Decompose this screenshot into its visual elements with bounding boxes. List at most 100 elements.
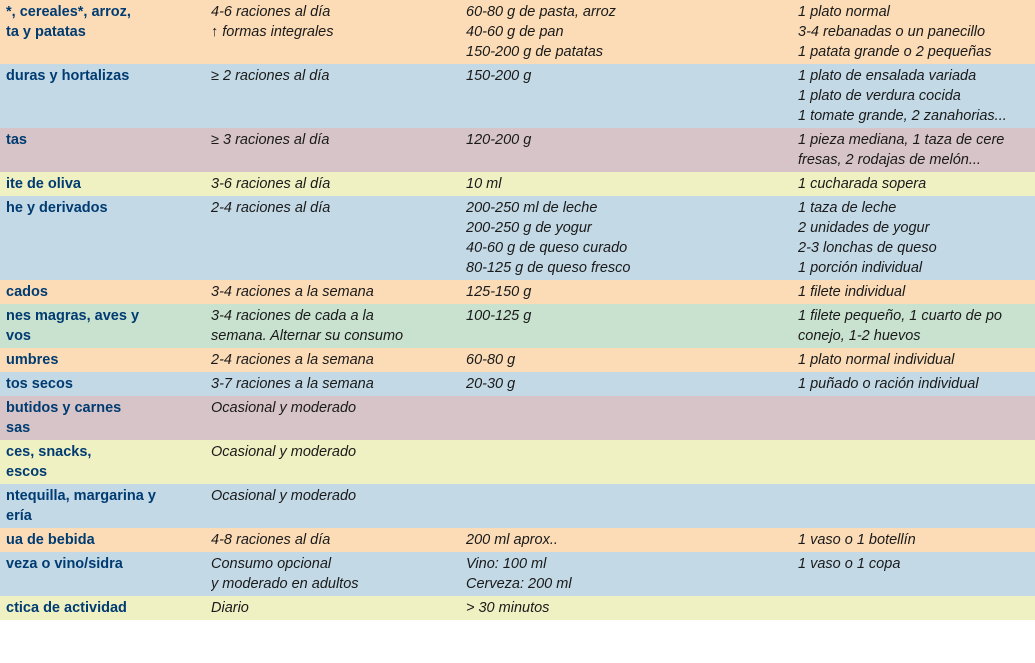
table-row: ntequilla, margarina yería Ocasional y mo… bbox=[0, 484, 1035, 528]
cell-line: ≥ 3 raciones al día bbox=[211, 130, 454, 150]
cell-line: ta y patatas bbox=[6, 22, 199, 42]
table-cell: 1 pieza mediana, 1 taza de cerefresas, 2… bbox=[792, 128, 1035, 172]
cell-line: ces, snacks, bbox=[6, 442, 199, 462]
table-cell: Diario bbox=[205, 596, 460, 620]
cell-line: umbres bbox=[6, 350, 199, 370]
cell-line: 1 plato normal individual bbox=[798, 350, 1029, 370]
table-cell: 125-150 g bbox=[460, 280, 792, 304]
cell-line: 4-6 raciones al día bbox=[211, 2, 454, 22]
table-cell: 1 puñado o ración individual bbox=[792, 372, 1035, 396]
table-row: ite de oliva 3-6 raciones al día 10 ml 1 cu… bbox=[0, 172, 1035, 196]
table-row: butidos y carnessasOcasional y moderado bbox=[0, 396, 1035, 440]
table-cell: 2-4 raciones a la semana bbox=[205, 348, 460, 372]
table-cell: 1 plato normal individual bbox=[792, 348, 1035, 372]
table-row: ua de bebida 4-8 raciones al día 200 ml ap… bbox=[0, 528, 1035, 552]
table-cell: 3-4 raciones de cada a lasemana. Alterna… bbox=[205, 304, 460, 348]
cell-line: he y derivados bbox=[6, 198, 199, 218]
table-cell: nes magras, aves yvos bbox=[0, 304, 205, 348]
table-cell bbox=[460, 440, 792, 484]
table-cell bbox=[792, 484, 1035, 528]
table-cell: 60-80 g bbox=[460, 348, 792, 372]
food-guide-table: *, cereales*, arroz,ta y patatas4-6 raci… bbox=[0, 0, 1035, 620]
table-row: umbres 2-4 raciones a la semana60-80 g 1 p… bbox=[0, 348, 1035, 372]
cell-line: ería bbox=[6, 506, 199, 526]
cell-line: vos bbox=[6, 326, 199, 346]
cell-line: Cerveza: 200 ml bbox=[466, 574, 786, 594]
table-cell: 1 filete pequeño, 1 cuarto de poconejo, … bbox=[792, 304, 1035, 348]
cell-line: Consumo opcional bbox=[211, 554, 454, 574]
cell-line: 4-8 raciones al día bbox=[211, 530, 454, 550]
cell-line: 1 vaso o 1 botellín bbox=[798, 530, 1029, 550]
cell-line: cados bbox=[6, 282, 199, 302]
table-cell: tos secos bbox=[0, 372, 205, 396]
table-cell: ≥ 2 raciones al día bbox=[205, 64, 460, 128]
table-cell: ntequilla, margarina yería bbox=[0, 484, 205, 528]
table-cell: Ocasional y moderado bbox=[205, 440, 460, 484]
cell-line: duras y hortalizas bbox=[6, 66, 199, 86]
cell-line: 1 filete individual bbox=[798, 282, 1029, 302]
cell-line: 150-200 g de patatas bbox=[466, 42, 786, 62]
table-row: ces, snacks,escosOcasional y moderado bbox=[0, 440, 1035, 484]
table-cell: he y derivados bbox=[0, 196, 205, 280]
cell-line: 1 plato de ensalada variada bbox=[798, 66, 1029, 86]
table-cell: 4-6 raciones al día↑ formas integrales bbox=[205, 0, 460, 64]
cell-line: 40-60 g de pan bbox=[466, 22, 786, 42]
table-row: ctica de actividadDiario> 30 minutos bbox=[0, 596, 1035, 620]
table-cell: cados bbox=[0, 280, 205, 304]
table-cell: 100-125 g bbox=[460, 304, 792, 348]
cell-line: 120-200 g bbox=[466, 130, 786, 150]
cell-line: ua de bebida bbox=[6, 530, 199, 550]
cell-line: ite de oliva bbox=[6, 174, 199, 194]
cell-line: conejo, 1-2 huevos bbox=[798, 326, 1029, 346]
table-cell bbox=[460, 484, 792, 528]
table-cell: 1 taza de leche2 unidades de yogur2-3 lo… bbox=[792, 196, 1035, 280]
table-cell: Ocasional y moderado bbox=[205, 396, 460, 440]
cell-line: ntequilla, margarina y bbox=[6, 486, 199, 506]
cell-line: 1 plato de verdura cocida bbox=[798, 86, 1029, 106]
table-cell: 10 ml bbox=[460, 172, 792, 196]
table-row: *, cereales*, arroz,ta y patatas4-6 raci… bbox=[0, 0, 1035, 64]
cell-line: Ocasional y moderado bbox=[211, 486, 454, 506]
cell-line: 10 ml bbox=[466, 174, 786, 194]
cell-line: ≥ 2 raciones al día bbox=[211, 66, 454, 86]
table-cell: 1 vaso o 1 botellín bbox=[792, 528, 1035, 552]
cell-line: 100-125 g bbox=[466, 306, 786, 326]
table-cell: ≥ 3 raciones al día bbox=[205, 128, 460, 172]
table-cell: Consumo opcionaly moderado en adultos bbox=[205, 552, 460, 596]
table-row: nes magras, aves yvos3-4 raciones de cad… bbox=[0, 304, 1035, 348]
table-row: tos secos 3-7 raciones a la semana 20-30 g… bbox=[0, 372, 1035, 396]
table-cell: 20-30 g bbox=[460, 372, 792, 396]
cell-line: 3-6 raciones al día bbox=[211, 174, 454, 194]
table-cell: *, cereales*, arroz,ta y patatas bbox=[0, 0, 205, 64]
cell-line: Vino: 100 ml bbox=[466, 554, 786, 574]
cell-line: veza o vino/sidra bbox=[6, 554, 199, 574]
cell-line: sas bbox=[6, 418, 199, 438]
table-cell: 60-80 g de pasta, arroz40-60 g de pan150… bbox=[460, 0, 792, 64]
table-cell bbox=[792, 440, 1035, 484]
cell-line: 3-7 raciones a la semana bbox=[211, 374, 454, 394]
table-cell: > 30 minutos bbox=[460, 596, 792, 620]
cell-line: > 30 minutos bbox=[466, 598, 786, 618]
cell-line: 200 ml aprox.. bbox=[466, 530, 786, 550]
cell-line: Ocasional y moderado bbox=[211, 442, 454, 462]
cell-line: 1 porción individual bbox=[798, 258, 1029, 278]
table-cell: 1 plato normal3-4 rebanadas o un panecil… bbox=[792, 0, 1035, 64]
table-cell: umbres bbox=[0, 348, 205, 372]
cell-line: y moderado en adultos bbox=[211, 574, 454, 594]
table-cell: butidos y carnessas bbox=[0, 396, 205, 440]
cell-line: 1 tomate grande, 2 zanahorias... bbox=[798, 106, 1029, 126]
table-cell: tas bbox=[0, 128, 205, 172]
table-cell: 2-4 raciones al día bbox=[205, 196, 460, 280]
table-cell: Vino: 100 mlCerveza: 200 ml bbox=[460, 552, 792, 596]
cell-line: 125-150 g bbox=[466, 282, 786, 302]
table-row: cados 3-4 raciones a la semana 125-150 g 1 … bbox=[0, 280, 1035, 304]
table-cell: 3-4 raciones a la semana bbox=[205, 280, 460, 304]
table-cell: 200 ml aprox.. bbox=[460, 528, 792, 552]
table-cell: Ocasional y moderado bbox=[205, 484, 460, 528]
table-cell: 200-250 ml de leche200-250 g de yogur40-… bbox=[460, 196, 792, 280]
table-cell: duras y hortalizas bbox=[0, 64, 205, 128]
cell-line: 1 cucharada sopera bbox=[798, 174, 1029, 194]
cell-line: 150-200 g bbox=[466, 66, 786, 86]
up-arrow-icon: ↑ bbox=[211, 22, 218, 42]
cell-line: 80-125 g de queso fresco bbox=[466, 258, 786, 278]
